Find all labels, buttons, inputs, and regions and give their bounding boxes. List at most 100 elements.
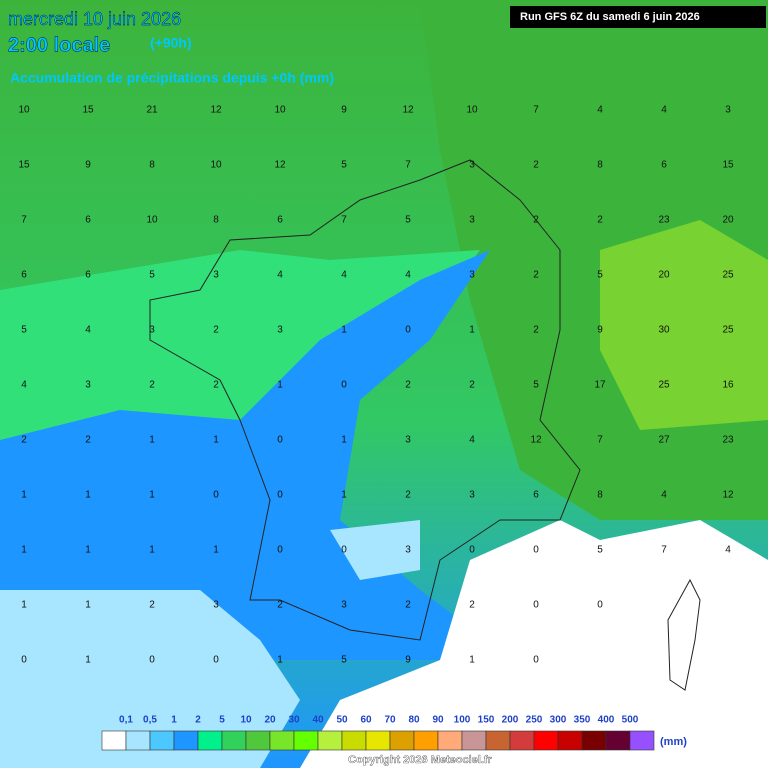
grid-value: 5: [597, 270, 603, 281]
legend-label: 200: [502, 715, 519, 726]
grid-value: 4: [277, 270, 283, 281]
grid-value: 7: [341, 215, 347, 226]
grid-value: 25: [722, 325, 734, 336]
legend-label: 90: [432, 715, 444, 726]
grid-value: 2: [213, 325, 219, 336]
grid-value: 10: [18, 105, 30, 116]
legend-swatch: [365, 730, 391, 751]
legend-label: 500: [622, 715, 639, 726]
light-blue-zone: [0, 590, 300, 768]
legend-swatch: [149, 730, 175, 751]
grid-value: 1: [85, 490, 91, 501]
corsica: [667, 578, 701, 691]
grid-value: 8: [213, 215, 219, 226]
legend-swatch: [485, 730, 511, 751]
grid-value: 1: [469, 325, 475, 336]
grid-value: 0: [533, 655, 539, 666]
grid-value: 1: [341, 435, 347, 446]
legend-label: 30: [288, 715, 300, 726]
grid-value: 1: [277, 380, 283, 391]
date: mercredi 10 juin 2026: [8, 9, 181, 29]
legend-label: 60: [360, 715, 372, 726]
grid-value: 6: [85, 215, 91, 226]
grid-value: 3: [85, 380, 91, 391]
legend-label: 80: [408, 715, 420, 726]
grid-value: 12: [210, 105, 222, 116]
grid-value: 5: [533, 380, 539, 391]
grid-value: 1: [85, 545, 91, 556]
grid-value: 23: [722, 435, 734, 446]
grid-value: 2: [21, 435, 27, 446]
legend-label: 20: [264, 715, 276, 726]
grid-value: 5: [341, 655, 347, 666]
grid-value: 5: [21, 325, 27, 336]
grid-value: 4: [21, 380, 27, 391]
legend-swatch: [461, 730, 487, 751]
grid-value: 3: [405, 545, 411, 556]
grid-value: 5: [597, 545, 603, 556]
grid-value: 2: [533, 325, 539, 336]
grid-value: 3: [277, 325, 283, 336]
legend-swatch: [413, 730, 439, 751]
grid-value: 1: [213, 435, 219, 446]
grid-value: 10: [274, 105, 286, 116]
grid-value: 17: [594, 380, 606, 391]
grid-value: 4: [341, 270, 347, 281]
legend-unit: (mm): [660, 736, 687, 748]
light-blue-zone: [330, 520, 420, 580]
grid-value: 7: [533, 105, 539, 116]
legend-swatch: [245, 730, 271, 751]
grid-value: 16: [722, 380, 734, 391]
grid-value: 27: [658, 435, 670, 446]
legend-swatch: [557, 730, 583, 751]
grid-value: 0: [277, 545, 283, 556]
grid-value: 4: [405, 270, 411, 281]
grid-value: 1: [149, 435, 155, 446]
grid-value: 4: [85, 325, 91, 336]
legend-label: 250: [526, 715, 543, 726]
grid-value: 6: [277, 215, 283, 226]
grid-value: 6: [85, 270, 91, 281]
coastline: [149, 159, 581, 641]
legend-swatch: [101, 730, 127, 751]
grid-value: 3: [469, 490, 475, 501]
legend-swatch: [437, 730, 463, 751]
grid-value: 4: [661, 105, 667, 116]
grid-value: 1: [341, 325, 347, 336]
grid-value: 0: [213, 655, 219, 666]
grid-value: 12: [402, 105, 414, 116]
grid-value: 6: [661, 160, 667, 171]
lead-time: (+90h): [150, 35, 192, 51]
grid-value: 7: [661, 545, 667, 556]
legend-label: 70: [384, 715, 396, 726]
no-rain-zone: [300, 520, 768, 768]
grid-value: 0: [405, 325, 411, 336]
grid-value: 1: [21, 490, 27, 501]
legend-label: 5: [219, 715, 225, 726]
grid-value: 2: [149, 600, 155, 611]
grid-value: 0: [277, 435, 283, 446]
grid-value: 2: [405, 380, 411, 391]
legend-label: 10: [240, 715, 252, 726]
grid-value: 2: [469, 600, 475, 611]
grid-value: 0: [533, 600, 539, 611]
grid-value: 6: [21, 270, 27, 281]
legend-label: 150: [478, 715, 495, 726]
grid-value: 8: [597, 160, 603, 171]
legend-label: 400: [598, 715, 615, 726]
grid-value: 15: [722, 160, 734, 171]
grid-value: 5: [405, 215, 411, 226]
grid-value: 15: [18, 160, 30, 171]
legend-swatch: [389, 730, 415, 751]
grid-value: 2: [533, 160, 539, 171]
grid-value: 7: [405, 160, 411, 171]
legend-swatch: [197, 730, 223, 751]
grid-value: 4: [597, 105, 603, 116]
legend-swatch: [317, 730, 343, 751]
grid-value: 3: [469, 160, 475, 171]
grid-value: 3: [149, 325, 155, 336]
grid-value: 0: [597, 600, 603, 611]
grid-value: 12: [274, 160, 286, 171]
grid-value: 3: [469, 270, 475, 281]
